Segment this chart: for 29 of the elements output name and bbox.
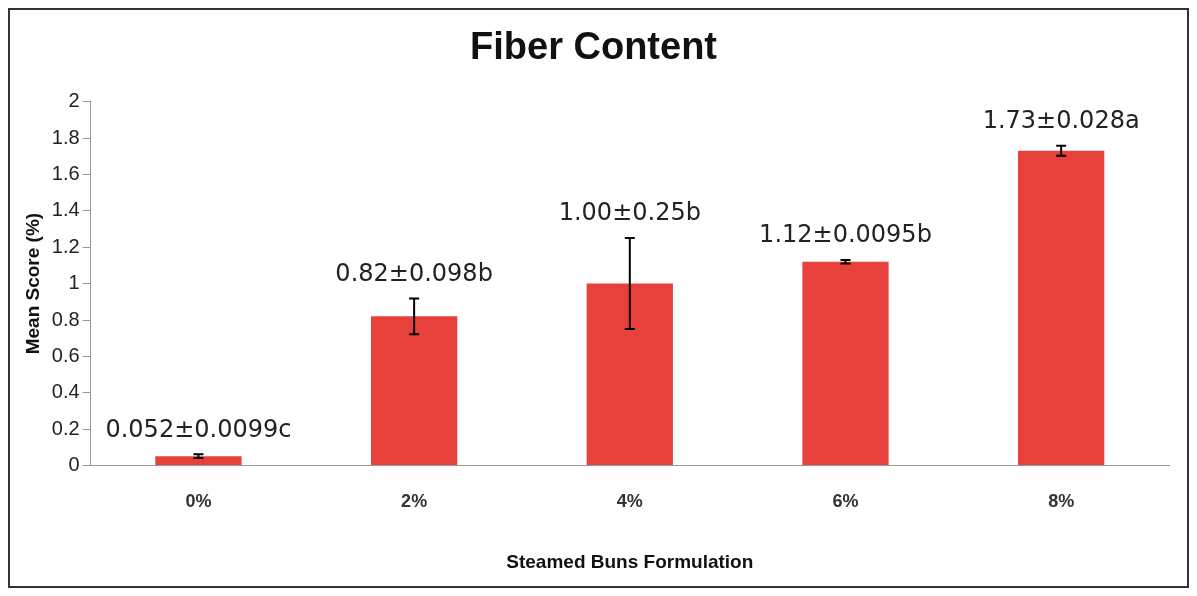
data-label: 1.12±0.0095b bbox=[759, 220, 932, 249]
bar bbox=[1018, 150, 1105, 466]
y-axis-title: Mean Score (%) bbox=[21, 212, 43, 355]
data-label: 0.82±0.098b bbox=[335, 258, 493, 287]
chart-title: Fiber Content bbox=[470, 25, 718, 68]
y-tick-label: 1.2 bbox=[51, 234, 80, 257]
x-tick-label: 4% bbox=[616, 491, 643, 512]
y-tick-label: 1.4 bbox=[51, 198, 80, 221]
x-tick-label: 2% bbox=[401, 491, 428, 512]
y-tick-label: 2 bbox=[68, 89, 80, 112]
bar bbox=[155, 456, 242, 466]
x-axis-title: Steamed Buns Formulation bbox=[506, 550, 754, 572]
bar bbox=[802, 261, 889, 466]
y-tick-label: 0.2 bbox=[51, 416, 80, 439]
y-tick-label: 1.8 bbox=[51, 125, 80, 148]
y-tick-label: 0.8 bbox=[51, 307, 80, 330]
y-tick-label: 0.4 bbox=[51, 380, 80, 403]
data-label: 0.052±0.0099c bbox=[105, 414, 292, 443]
y-tick-label: 1 bbox=[68, 271, 80, 294]
y-tick-label: 1.6 bbox=[51, 161, 80, 184]
y-tick-label: 0.6 bbox=[51, 343, 80, 366]
x-tick-label: 8% bbox=[1048, 491, 1075, 512]
bar bbox=[586, 283, 673, 466]
data-label: 1.00±0.25b bbox=[558, 198, 701, 227]
data-label: 1.73±0.028a bbox=[982, 105, 1140, 134]
x-tick-label: 6% bbox=[832, 491, 859, 512]
x-tick-label: 0% bbox=[185, 491, 212, 512]
y-tick-label: 0 bbox=[68, 453, 80, 476]
bar bbox=[370, 316, 458, 466]
